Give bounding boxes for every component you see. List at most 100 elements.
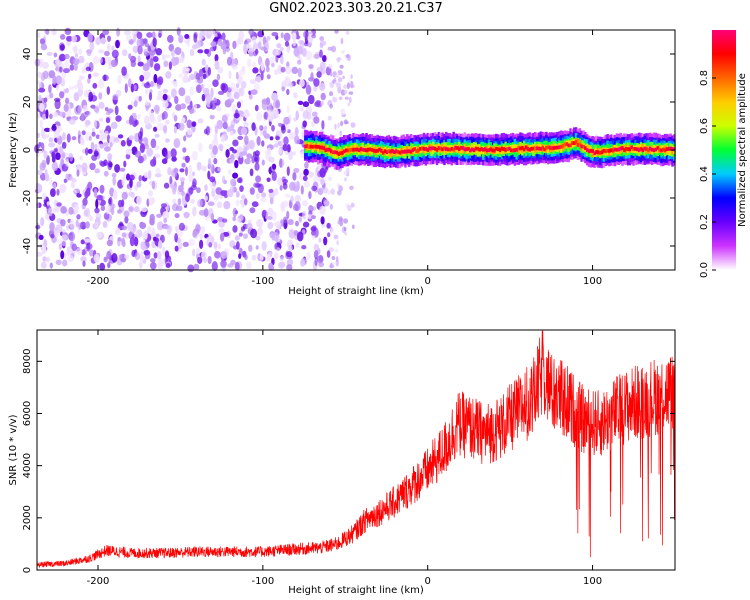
spectrogram-noise-cell	[121, 237, 126, 246]
spectrogram-signal-cell	[439, 146, 442, 151]
spectrogram-noise-cell	[191, 121, 197, 127]
spectrogram-noise-cell	[284, 40, 290, 47]
spectrogram-noise-cell	[188, 173, 193, 183]
spectrogram-noise-cell	[124, 83, 128, 93]
spectrogram-signal-cell	[356, 147, 359, 152]
spectrogram-noise-cell	[185, 193, 190, 203]
spectrogram-noise-cell	[235, 191, 240, 198]
spectrogram-noise-cell	[295, 242, 300, 249]
spectrogram-noise-cell	[340, 108, 346, 116]
spectrogram-noise-cell	[98, 79, 105, 89]
spectrogram-noise-cell	[232, 139, 239, 147]
spectrogram-signal-cell	[406, 149, 409, 154]
spectrogram-noise-cell	[296, 138, 301, 145]
spectrogram-noise-cell	[117, 199, 123, 208]
spectrogram-signal-cell	[318, 145, 322, 150]
spectrogram-signal-cell	[632, 147, 635, 151]
spectrogram-noise-cell	[50, 233, 55, 239]
spectrogram-noise-cell	[188, 164, 192, 175]
spectrogram-noise-cell	[243, 198, 248, 206]
spectrogram-signal-cell	[537, 146, 541, 151]
spectrogram-noise-cell	[68, 206, 74, 215]
spectrogram-signal-cell	[656, 146, 659, 150]
spectrogram-noise-cell	[237, 177, 242, 184]
spectrogram-noise-cell	[127, 78, 132, 88]
spectrogram-signal-cell	[315, 144, 318, 149]
spectrogram-noise-cell	[331, 256, 336, 260]
spectrogram-noise-cell	[255, 175, 262, 183]
spectrogram-noise-cell	[338, 96, 343, 101]
spectrogram-noise-cell	[302, 175, 308, 182]
spectrogram-noise-cell	[115, 227, 121, 234]
spectrogram-noise-cell	[286, 104, 290, 114]
spectrogram-noise-cell	[335, 82, 342, 88]
spectrogram-noise-cell	[55, 59, 60, 65]
spectrogram-noise-cell	[154, 133, 160, 138]
spectrogram-noise-cell	[162, 93, 168, 101]
spectrogram-noise-cell	[259, 254, 264, 261]
spectrogram-noise-cell	[344, 232, 348, 236]
spectrogram-signal-cell	[558, 145, 561, 150]
spectrogram-noise-cell	[348, 91, 354, 95]
spectrogram-noise-cell	[172, 198, 177, 204]
spectrogram-signal-cell	[376, 148, 379, 153]
spectrogram-noise-cell	[85, 120, 91, 126]
spectrogram-noise-cell	[98, 117, 104, 123]
spectrogram-noise-cell	[255, 192, 260, 200]
spectrogram-noise-cell	[48, 142, 56, 148]
spectrogram-noise-cell	[130, 60, 136, 68]
spectrogram-noise-cell	[347, 102, 351, 107]
spectrogram-noise-cell	[336, 240, 339, 246]
spectrogram-noise-cell	[350, 80, 354, 88]
spectrogram-noise-cell	[87, 148, 93, 154]
spectrogram-noise-cell	[234, 159, 239, 169]
spectrogram-noise-cell	[198, 142, 203, 153]
spectrogram-signal-cell	[446, 147, 450, 152]
spectrogram-noise-cell	[248, 244, 253, 252]
spectrogram-noise-cell	[153, 63, 161, 72]
spectrogram-noise-cell	[283, 136, 289, 146]
spectrogram-noise-cell	[67, 255, 75, 263]
spectrogram-signal-cell	[532, 146, 535, 151]
spectrogram-signal-cell	[539, 147, 543, 151]
spectrogram-noise-cell	[202, 73, 207, 80]
spectrogram-noise-cell	[53, 148, 58, 153]
spectrogram-noise-cell	[251, 36, 257, 43]
spectrogram-noise-cell	[94, 119, 97, 129]
spectrogram-noise-cell	[318, 237, 322, 243]
spectrogram-noise-cell	[209, 163, 213, 172]
spectrogram-noise-cell	[69, 234, 74, 241]
spectrogram-noise-cell	[316, 66, 324, 72]
spectrogram-noise-cell	[300, 150, 305, 159]
spectrogram-noise-cell	[305, 84, 312, 95]
spectrogram-noise-cell	[239, 69, 246, 76]
spectrogram-noise-cell	[316, 71, 322, 78]
spectrogram-noise-cell	[303, 168, 309, 176]
spectrogram-noise-cell	[293, 167, 300, 174]
spectrogram-noise-cell	[348, 96, 352, 104]
spectrogram-signal-cell	[448, 147, 452, 152]
spectrogram-signal-cell	[363, 148, 366, 152]
spectrogram-noise-cell	[236, 83, 240, 88]
colorbar: 0.0 0.2 0.4 0.6 0.8 Normalized spectral ampl…	[699, 30, 748, 278]
spectrogram-noise-cell	[38, 94, 42, 102]
spectrogram-noise-cell	[51, 151, 56, 159]
spectrogram-noise-cell	[235, 199, 240, 207]
spectrogram-noise-cell	[63, 67, 70, 74]
snr-x-axis-label: Height of straight line (km)	[288, 585, 424, 596]
spectrogram-noise-cell	[308, 64, 314, 69]
spectrogram-noise-cell	[204, 195, 208, 201]
spectrogram-noise-cell	[132, 45, 139, 54]
spectrogram-noise-cell	[340, 37, 344, 45]
spectrogram-noise-cell	[236, 218, 242, 222]
spectrogram-noise-cell	[85, 147, 89, 156]
spectrogram-noise-cell	[278, 261, 285, 269]
spectrogram-noise-cell	[184, 34, 190, 39]
spectrogram-noise-cell	[308, 171, 313, 179]
spectrogram-noise-cell	[295, 220, 299, 227]
spectrogram-noise-cell	[302, 120, 308, 128]
spectrogram-noise-cell	[241, 194, 246, 200]
spectrogram-noise-cell	[252, 61, 257, 70]
spectrogram-noise-cell	[150, 138, 157, 149]
